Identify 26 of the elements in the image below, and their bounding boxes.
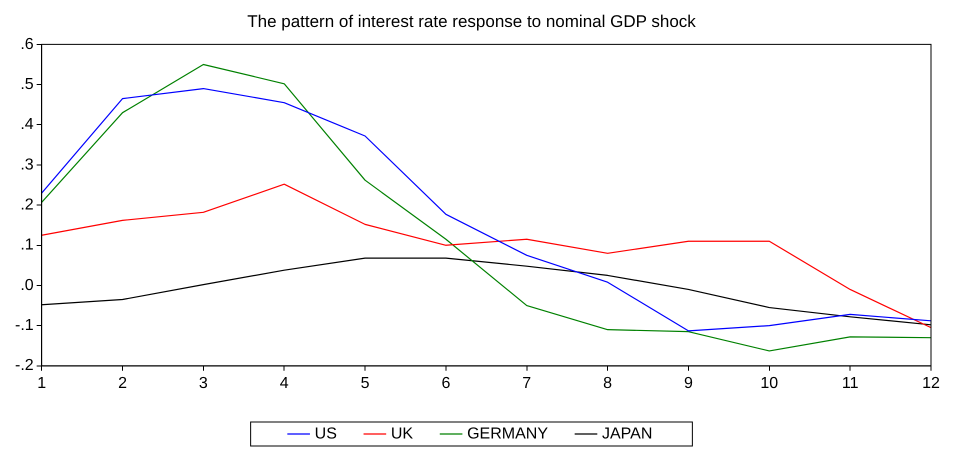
chart-title: The pattern of interest rate response to nominal GDP shock [247, 12, 696, 31]
y-tick-label: .6 [20, 36, 34, 53]
y-tick-label: .0 [20, 276, 34, 294]
x-tick-label: 1 [37, 374, 46, 392]
x-tick-label: 4 [280, 374, 289, 392]
y-tick-label: .1 [20, 236, 34, 254]
x-tick-label: 7 [522, 374, 532, 392]
x-tick-label: 2 [118, 374, 128, 392]
x-tick-label: 10 [760, 374, 778, 392]
y-tick-label: .4 [20, 116, 34, 134]
x-tick-label: 12 [922, 374, 940, 392]
y-tick-label: .3 [20, 156, 34, 174]
x-tick-label: 5 [360, 374, 370, 392]
x-tick-label: 11 [842, 374, 859, 392]
y-tick-label: -.2 [15, 357, 34, 374]
y-tick-label: -.1 [15, 317, 34, 334]
legend-label: US [314, 425, 337, 442]
x-tick-label: 3 [198, 374, 208, 392]
x-tick-label: 6 [441, 374, 450, 392]
x-tick-label: 9 [684, 374, 694, 392]
legend-label: GERMANY [467, 425, 548, 442]
legend-label: JAPAN [602, 425, 652, 442]
legend-label: UK [390, 425, 414, 442]
y-tick-label: .5 [20, 76, 34, 93]
y-tick-label: .2 [20, 196, 34, 214]
x-tick-label: 8 [603, 374, 612, 392]
